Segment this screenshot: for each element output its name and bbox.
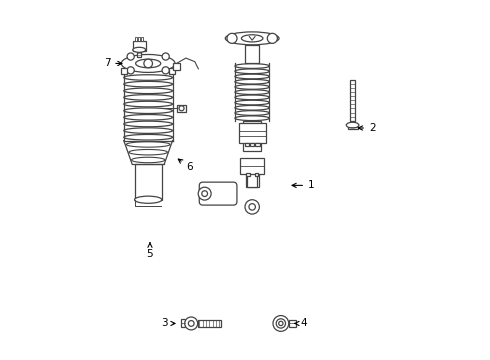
Text: 1: 1 — [292, 180, 315, 190]
Bar — [173, 63, 180, 69]
Bar — [255, 143, 260, 146]
Bar — [250, 143, 254, 146]
Bar — [135, 164, 162, 200]
Text: 3: 3 — [161, 319, 175, 328]
Bar — [135, 37, 137, 41]
Ellipse shape — [136, 59, 161, 68]
Text: 4: 4 — [295, 319, 308, 328]
Circle shape — [162, 67, 169, 74]
Circle shape — [227, 33, 237, 43]
Circle shape — [249, 204, 255, 210]
FancyBboxPatch shape — [199, 182, 237, 205]
Circle shape — [198, 187, 211, 200]
Text: 6: 6 — [178, 159, 193, 172]
Ellipse shape — [276, 319, 286, 328]
Bar — [170, 68, 175, 74]
Circle shape — [162, 53, 169, 60]
Bar — [137, 50, 141, 57]
Text: 7: 7 — [103, 58, 122, 68]
Ellipse shape — [273, 316, 289, 331]
Bar — [245, 174, 259, 187]
Circle shape — [202, 191, 208, 197]
Polygon shape — [124, 140, 172, 164]
Ellipse shape — [185, 317, 197, 330]
Circle shape — [268, 33, 277, 43]
Bar — [181, 319, 186, 327]
Text: 5: 5 — [147, 243, 153, 258]
Bar — [141, 37, 143, 41]
Circle shape — [188, 320, 194, 326]
Circle shape — [245, 200, 259, 214]
Bar — [246, 173, 250, 176]
Bar — [247, 160, 257, 187]
Ellipse shape — [346, 122, 359, 128]
Text: 2: 2 — [358, 123, 376, 133]
Bar — [350, 80, 355, 121]
Bar — [347, 125, 358, 129]
Ellipse shape — [133, 47, 146, 52]
Ellipse shape — [242, 35, 263, 42]
Ellipse shape — [225, 32, 279, 45]
Bar — [239, 123, 266, 143]
Circle shape — [144, 59, 152, 68]
Bar — [255, 173, 258, 176]
Circle shape — [279, 321, 283, 325]
Bar — [245, 143, 249, 146]
Ellipse shape — [135, 196, 162, 203]
Circle shape — [127, 53, 134, 60]
Circle shape — [127, 67, 134, 74]
Bar — [197, 320, 221, 327]
Bar — [240, 158, 265, 174]
Circle shape — [179, 106, 184, 111]
Bar — [122, 68, 127, 74]
Bar — [133, 41, 146, 51]
Bar — [177, 105, 186, 112]
Ellipse shape — [122, 54, 175, 72]
Bar — [290, 320, 296, 327]
Bar — [243, 121, 261, 151]
Bar — [138, 37, 140, 41]
Bar — [245, 45, 259, 63]
